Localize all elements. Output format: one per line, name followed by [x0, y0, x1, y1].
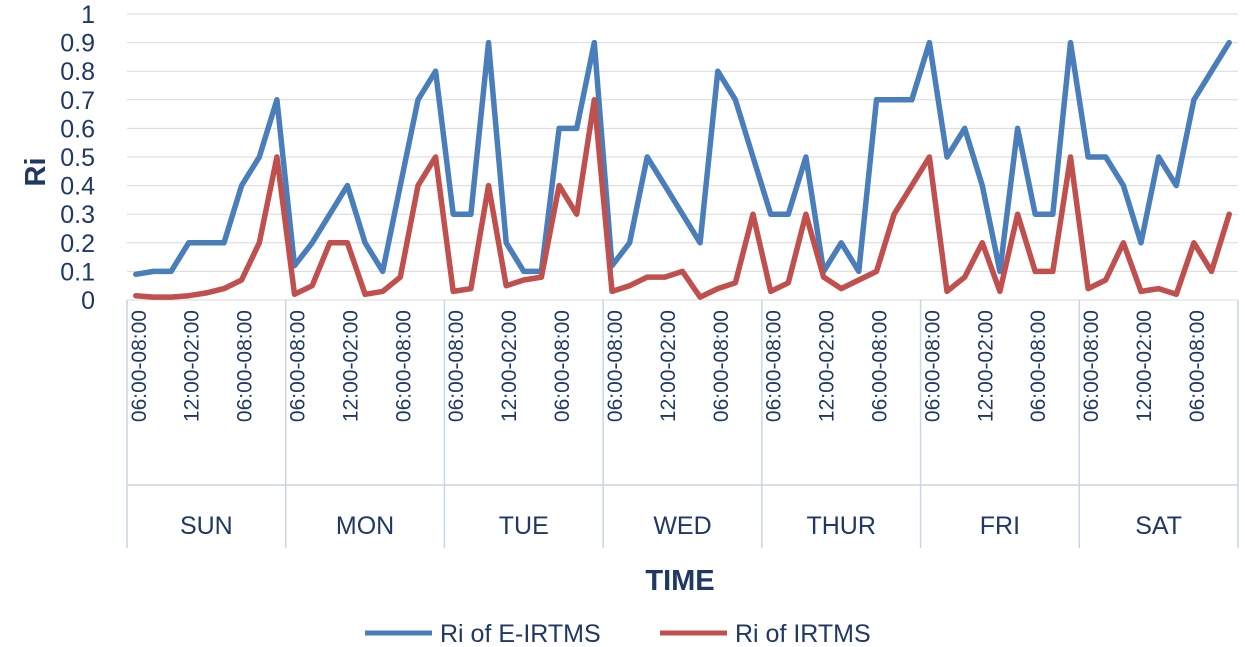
y-axis-title: Ri: [20, 158, 52, 187]
legend-label-e-irtms: Ri of E-IRTMS: [440, 620, 601, 647]
day-label: FRI: [980, 512, 1020, 540]
x-tick-label: 12:00-02:00: [339, 310, 362, 422]
y-tick-label: 0.2: [60, 230, 95, 258]
x-tick-label: 06:00-08:00: [551, 310, 574, 422]
x-axis-categories: SUN 06:00-08:00 12:00-02:00 06:00-08:00 MON 0…: [126, 300, 1239, 548]
y-tick-label: 0.4: [60, 173, 95, 201]
legend-label-irtms: Ri of IRTMS: [735, 620, 871, 647]
x-tick-label: 06:00-08:00: [1080, 310, 1103, 422]
x-tick-label: 06:00-08:00: [921, 310, 944, 422]
series-lines: [133, 39, 1232, 300]
y-tick-label: 0.1: [60, 258, 95, 286]
y-tick-label: 0.9: [60, 30, 95, 58]
y-tick-label: 0.3: [60, 201, 95, 229]
x-tick-label: 12:00-02:00: [181, 310, 204, 422]
y-tick-label: 0.6: [60, 115, 95, 143]
x-tick-label: 12:00-02:00: [1133, 310, 1156, 422]
y-tick-label: 0.8: [60, 58, 95, 86]
day-label: SUN: [180, 512, 233, 540]
y-tick-label: 0.7: [60, 87, 95, 115]
x-tick-label: 06:00-08:00: [287, 310, 310, 422]
x-tick-label: 06:00-08:00: [445, 310, 468, 422]
x-tick-label: 06:00-08:00: [128, 310, 151, 422]
x-tick-label: 06:00-08:00: [1027, 310, 1050, 422]
x-tick-label: 06:00-08:00: [604, 310, 627, 422]
x-tick-label: 12:00-02:00: [657, 310, 680, 422]
y-axis-ticks: 00.10.20.30.40.50.60.70.80.91: [60, 1, 95, 315]
x-tick-label: 12:00-02:00: [974, 310, 997, 422]
x-tick-label: 06:00-08:00: [763, 310, 786, 422]
x-tick-label: 12:00-02:00: [498, 310, 521, 422]
day-label: SAT: [1135, 512, 1182, 540]
day-label: WED: [653, 512, 711, 540]
day-label: MON: [336, 512, 394, 540]
x-tick-label: 06:00-08:00: [1186, 310, 1209, 422]
x-tick-label: 12:00-02:00: [816, 310, 839, 422]
x-axis-title: TIME: [645, 565, 714, 597]
y-tick-label: 0: [81, 287, 95, 315]
series-line-e-irtms: [133, 39, 1232, 278]
y-tick-label: 0.5: [60, 144, 95, 172]
day-label: TUE: [499, 512, 549, 540]
x-tick-label: 06:00-08:00: [234, 310, 257, 422]
x-tick-label: 06:00-08:00: [392, 310, 415, 422]
day-label: THUR: [806, 512, 875, 540]
x-tick-label: 06:00-08:00: [710, 310, 733, 422]
series-line-irtms: [133, 97, 1232, 300]
x-tick-label: 06:00-08:00: [868, 310, 891, 422]
y-tick-label: 1: [81, 1, 95, 29]
legend: Ri of E-IRTMS Ri of IRTMS: [365, 620, 871, 647]
